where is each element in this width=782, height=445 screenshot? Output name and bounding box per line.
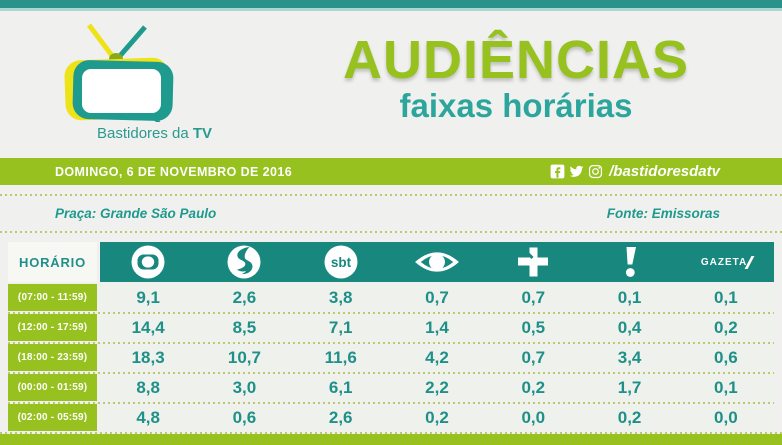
rating-redetv: 3,4: [617, 347, 642, 367]
source-label: Fonte: Emissoras: [606, 205, 720, 221]
title-block: AUDIÊNCIAS faixas horárias: [312, 33, 720, 124]
social-links: /bastidoresdatv: [550, 163, 720, 180]
brand-block: Bastidores da TV: [55, 17, 295, 157]
top-accent-bar: [0, 0, 782, 8]
rating-globo: 4,8: [136, 407, 160, 427]
rating-sbt: 3,8: [328, 287, 353, 307]
top-accent-bar-light: [0, 8, 782, 11]
rating-cultura: 0,5: [521, 317, 546, 337]
channel-header-record: [196, 242, 292, 282]
rating-record: 0,6: [232, 407, 257, 427]
page-header: Bastidores da TV AUDIÊNCIAS faixas horár…: [0, 11, 782, 158]
rating-sbt: 11,6: [324, 347, 357, 367]
rating-record: 8,5: [232, 317, 257, 337]
rating-redetv: 0,4: [617, 317, 642, 337]
rating-cultura: 0,7: [521, 287, 546, 307]
rating-redetv: 0,2: [617, 407, 642, 427]
record-logo-icon: [227, 245, 261, 279]
channel-header-gazeta: GAZETA: [678, 242, 774, 282]
ratings-table: HORÁRIO sbt: [8, 242, 774, 431]
dotted-separator: [8, 311, 774, 314]
sbt-logo-icon: sbt: [324, 245, 358, 279]
dotted-separator: [8, 401, 774, 404]
time-slot-label: (18:00 - 23:59): [8, 344, 97, 371]
svg-text:sbt: sbt: [331, 255, 352, 270]
dotted-separator: [0, 193, 782, 196]
date-label: DOMINGO, 6 DE NOVEMBRO DE 2016: [55, 164, 293, 179]
gazeta-logo-icon: GAZETA: [700, 256, 748, 268]
rating-record: 2,6: [232, 287, 257, 307]
info-bar: Praça: Grande São Paulo Fonte: Emissoras: [0, 196, 782, 230]
rating-gazeta: 0,1: [714, 377, 738, 397]
redetv-logo-icon: [625, 247, 636, 277]
brand-name-bold: TV: [192, 125, 213, 142]
rating-sbt: 6,1: [328, 377, 353, 397]
time-slot-label: (12:00 - 17:59): [8, 314, 97, 341]
rating-band: 0,2: [425, 407, 449, 427]
page-title: AUDIÊNCIAS: [342, 30, 690, 90]
twitter-icon[interactable]: [569, 164, 584, 179]
rating-sbt: 7,1: [328, 317, 353, 337]
table-row: (02:00 - 05:59) 4,8 0,6 2,6 0,2 0,0 0,2 …: [8, 404, 774, 431]
rating-band: 4,2: [425, 347, 449, 367]
rating-gazeta: 0,2: [714, 317, 738, 337]
channel-header-band: sbt: [100, 242, 774, 282]
rating-cultura: 0,2: [521, 377, 546, 397]
rating-gazeta: 0,1: [714, 287, 738, 307]
rating-record: 3,0: [232, 377, 257, 397]
rating-band: 2,2: [425, 377, 449, 397]
table-row: (07:00 - 11:59) 9,1 2,6 3,8 0,7 0,7 0,1 …: [8, 284, 774, 311]
rating-redetv: 0,1: [617, 287, 642, 307]
social-handle[interactable]: /bastidoresdatv: [609, 163, 720, 180]
date-band: DOMINGO, 6 DE NOVEMBRO DE 2016 /bastidor…: [0, 158, 782, 185]
facebook-icon[interactable]: [550, 164, 565, 179]
rating-gazeta: 0,6: [714, 347, 738, 367]
table-row: (12:00 - 17:59) 14,4 8,5 7,1 1,4 0,5 0,4…: [8, 314, 774, 341]
rating-globo: 9,1: [136, 287, 160, 307]
rating-cultura: 0,0: [521, 407, 546, 427]
band-logo-icon: [415, 252, 459, 272]
channel-header-redetv: [581, 242, 677, 282]
rating-band: 1,4: [425, 317, 449, 337]
table-header-row: HORÁRIO sbt: [8, 242, 774, 282]
channel-header-cultura: [485, 242, 581, 282]
table-row: (00:00 - 01:59) 8,8 3,0 6,1 2,2 0,2 1,7 …: [8, 374, 774, 401]
rating-redetv: 1,7: [617, 377, 642, 397]
brand-name: Bastidores da TV: [97, 125, 212, 142]
time-slot-label: (07:00 - 11:59): [8, 284, 97, 311]
rating-record: 10,7: [227, 347, 261, 367]
rating-cultura: 0,7: [521, 347, 546, 367]
instagram-icon[interactable]: [588, 164, 603, 179]
channel-header-band-tv: [389, 242, 485, 282]
table-row: (18:00 - 23:59) 18,3 10,7 11,6 4,2 0,7 3…: [8, 344, 774, 371]
cultura-logo-icon: [518, 246, 549, 277]
dotted-separator: [0, 431, 782, 434]
rating-globo: 8,8: [136, 377, 160, 397]
channel-header-globo: [100, 242, 196, 282]
dotted-separator: [8, 371, 774, 374]
channel-header-sbt: sbt: [293, 242, 389, 282]
page-subtitle: faixas horárias: [399, 87, 633, 124]
market-label: Praça: Grande São Paulo: [55, 205, 217, 221]
bastidores-tv-logo-icon: [64, 23, 174, 129]
rating-band: 0,7: [425, 287, 449, 307]
brand-name-regular: Bastidores da: [97, 125, 193, 142]
time-column-header: HORÁRIO: [8, 242, 97, 282]
rating-sbt: 2,6: [328, 407, 353, 427]
globo-logo-icon: [131, 245, 165, 279]
time-slot-label: (00:00 - 01:59): [8, 374, 97, 401]
rating-gazeta: 0,0: [714, 407, 738, 427]
dotted-separator: [8, 341, 774, 344]
rating-globo: 18,3: [131, 347, 165, 367]
dotted-separator: [0, 230, 782, 233]
footer-accent-bar: [0, 434, 782, 445]
rating-globo: 14,4: [131, 317, 165, 337]
time-slot-label: (02:00 - 05:59): [8, 404, 97, 431]
